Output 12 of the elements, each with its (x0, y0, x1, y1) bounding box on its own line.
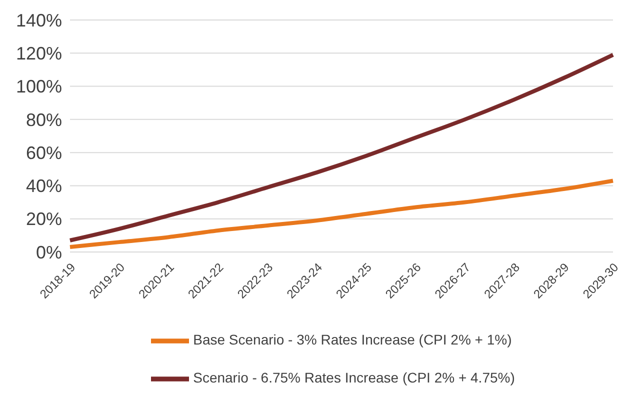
y-tick-label: 140% (16, 10, 62, 30)
y-tick-label: 40% (26, 176, 62, 196)
y-tick-label: 0% (36, 242, 62, 262)
y-tick-label: 20% (26, 209, 62, 230)
line-series (68, 178, 615, 250)
y-tick-label: 100% (16, 76, 62, 97)
y-tick-label: 60% (26, 142, 62, 163)
y-tick-label: 120% (16, 44, 62, 64)
legend-label: Scenario - 6.75% Rates Increase (CPI 2% + 4.75%) (193, 370, 515, 386)
line-series (68, 52, 615, 242)
legend-label: Base Scenario - 3% Rates Increase (CPI 2% + 1%) (193, 332, 512, 348)
y-tick-label: 80% (26, 110, 62, 130)
